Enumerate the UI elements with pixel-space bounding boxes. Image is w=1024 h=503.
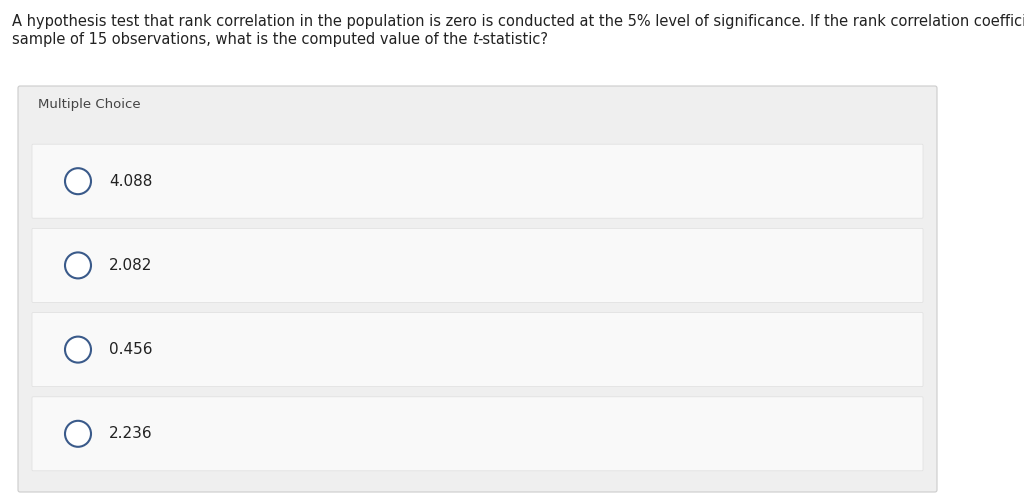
Text: sample of 15 observations, what is the computed value of the: sample of 15 observations, what is the c… (12, 32, 472, 47)
Text: A hypothesis test that rank correlation in the population is zero is conducted a: A hypothesis test that rank correlation … (12, 14, 1024, 29)
Text: -statistic?: -statistic? (478, 32, 549, 47)
FancyBboxPatch shape (18, 86, 937, 492)
Text: 0.456: 0.456 (109, 342, 153, 357)
Text: 2.236: 2.236 (109, 427, 153, 441)
Circle shape (65, 253, 91, 278)
FancyBboxPatch shape (32, 228, 923, 302)
Text: 2.082: 2.082 (109, 258, 153, 273)
Circle shape (65, 421, 91, 447)
Circle shape (65, 337, 91, 363)
FancyBboxPatch shape (32, 312, 923, 387)
FancyBboxPatch shape (32, 144, 923, 218)
Text: 4.088: 4.088 (109, 174, 153, 189)
Circle shape (65, 168, 91, 194)
Text: t: t (472, 32, 478, 47)
Text: Multiple Choice: Multiple Choice (38, 98, 140, 111)
FancyBboxPatch shape (32, 397, 923, 471)
